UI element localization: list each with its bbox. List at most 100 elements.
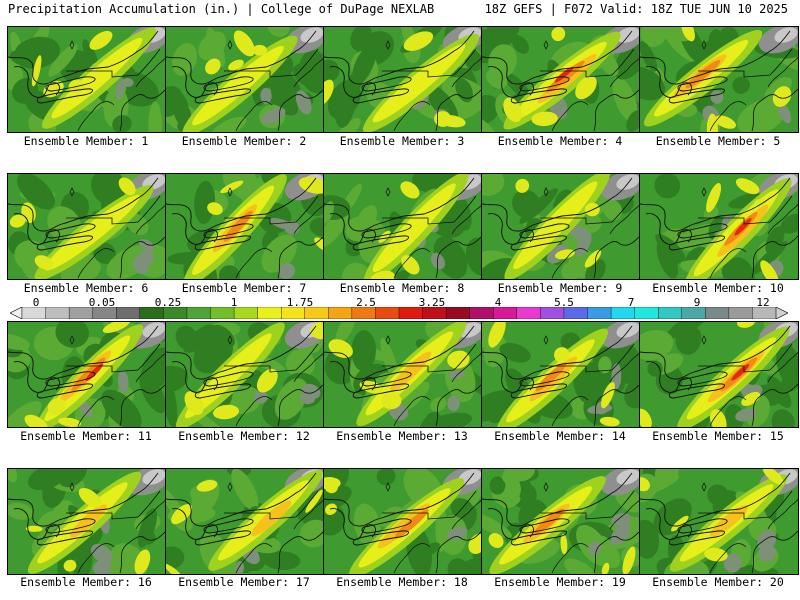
state-border — [451, 351, 482, 383]
precip-contour — [707, 484, 729, 506]
state-border — [293, 56, 324, 88]
lake-outline — [385, 187, 391, 197]
country-border — [698, 48, 793, 78]
precip-contour — [345, 216, 372, 242]
precip-contour — [166, 546, 185, 569]
state-border — [235, 543, 273, 574]
precip-band — [44, 194, 140, 271]
precip-contour — [706, 183, 722, 213]
precip-contour — [640, 41, 658, 72]
ensemble-member-map — [323, 468, 483, 575]
state-border — [166, 30, 317, 85]
precip-contour — [233, 30, 255, 57]
product-title: Precipitation Accumulation (in.) | Colle… — [8, 2, 435, 16]
colorbar-tick-label: 0 — [32, 296, 40, 309]
precip-contour — [724, 404, 745, 427]
ensemble-member-label: Ensemble Member: 20 — [652, 575, 784, 589]
lake-outline — [36, 235, 93, 251]
lake-outline — [194, 235, 251, 251]
coast-outline — [593, 235, 640, 279]
precip-contour — [482, 511, 512, 538]
precip-band — [251, 500, 292, 537]
state-border — [640, 472, 791, 527]
coast-outline — [751, 235, 798, 279]
dry-area — [588, 541, 602, 556]
state-border — [767, 498, 798, 530]
dry-area — [616, 322, 640, 338]
country-border — [698, 343, 793, 373]
precip-contour — [640, 477, 650, 492]
precip-contour — [93, 242, 117, 264]
state-border — [324, 325, 475, 380]
coast-outline — [119, 383, 166, 427]
state-border — [235, 248, 273, 279]
precip-contour — [515, 178, 530, 193]
precip-contour — [206, 27, 226, 68]
lake-outline — [69, 482, 75, 492]
dry-area — [92, 559, 112, 574]
colorbar-swatch — [705, 307, 730, 319]
state-border — [482, 325, 633, 380]
precip-contour — [351, 330, 376, 372]
precip-contour — [334, 83, 356, 128]
precip-contour — [211, 116, 247, 132]
colorbar-low-arrow — [10, 307, 23, 319]
lake-outline — [227, 187, 233, 197]
ensemble-member-map — [165, 468, 325, 575]
state-border — [709, 396, 747, 427]
precip-contour — [732, 76, 750, 94]
state-border — [393, 101, 431, 132]
ensemble-member-label: Ensemble Member: 9 — [497, 281, 623, 295]
lake-outline — [668, 88, 725, 104]
precip-contour — [656, 239, 679, 279]
lake-outline — [519, 223, 570, 239]
coast-outline — [119, 530, 166, 574]
precip-contour — [575, 75, 597, 100]
country-border — [540, 195, 635, 225]
lake-outline — [519, 76, 570, 92]
colorbar-tick-label: 5.5 — [554, 296, 574, 309]
precip-contour — [8, 502, 34, 520]
lake-outline — [677, 76, 728, 92]
lake-outline — [385, 40, 391, 50]
precip-contour — [622, 546, 636, 574]
lake-outline — [668, 235, 725, 251]
precip-contour — [612, 77, 638, 122]
precip-contour — [148, 101, 163, 132]
state-border — [767, 351, 798, 383]
ensemble-member-label: Ensemble Member: 12 — [178, 429, 310, 443]
precip-contour — [171, 504, 193, 525]
precip-contour — [267, 69, 302, 107]
country-border — [224, 343, 319, 373]
ensemble-member-map — [481, 26, 641, 133]
state-border — [482, 177, 633, 232]
state-border — [77, 248, 115, 279]
coast-outline — [751, 383, 798, 427]
lake-outline — [677, 518, 728, 534]
state-border — [166, 177, 317, 232]
precip-contour — [765, 226, 785, 255]
state-border — [709, 248, 747, 279]
coast-outline — [593, 88, 640, 132]
precip-contour — [737, 98, 786, 132]
precip-contour — [336, 118, 361, 132]
ensemble-member-map — [7, 321, 167, 428]
dry-area — [735, 408, 757, 422]
lake-outline — [701, 40, 707, 50]
lake-outline — [45, 76, 96, 92]
precip-contour — [267, 27, 290, 37]
precip-contour — [640, 408, 652, 427]
precip-contour — [89, 30, 113, 50]
state-border — [77, 543, 115, 574]
precip-contour — [482, 115, 498, 132]
dry-area — [295, 90, 312, 115]
precip-contour — [34, 255, 53, 270]
ensemble-member-label: Ensemble Member: 1 — [23, 134, 149, 148]
dry-area — [616, 469, 640, 485]
colorbar-high-arrow — [775, 307, 788, 319]
precip-contour — [370, 270, 395, 279]
precip-contour — [140, 347, 166, 390]
colorbar-swatch — [469, 307, 494, 319]
precip-contour — [598, 356, 612, 374]
precip-contour — [211, 324, 236, 347]
